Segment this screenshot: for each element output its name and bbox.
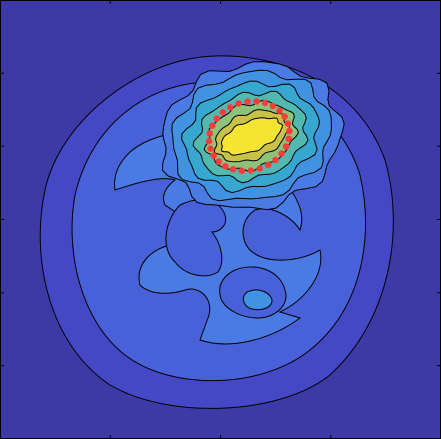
marker-dot xyxy=(261,99,269,107)
marker-dot xyxy=(269,102,277,110)
marker-dot xyxy=(264,161,272,169)
marker-dot xyxy=(281,113,288,120)
marker-dot xyxy=(278,150,285,157)
contour-island-1 xyxy=(165,199,227,277)
marker-dot xyxy=(286,127,293,135)
marker-dot xyxy=(253,98,260,105)
marker-dot xyxy=(285,135,293,143)
marker-dot xyxy=(207,145,214,152)
marker-dot xyxy=(235,100,242,107)
marker-dot xyxy=(244,98,251,105)
marker-dot xyxy=(210,152,217,159)
marker-dot xyxy=(276,107,283,114)
marker-ring xyxy=(205,98,293,175)
marker-dot xyxy=(227,104,234,111)
marker-dot xyxy=(219,109,227,116)
marker-dot xyxy=(256,165,264,172)
marker-dot xyxy=(284,120,292,127)
marker-dot xyxy=(205,137,213,145)
marker-dot xyxy=(215,158,223,165)
marker-dot xyxy=(229,166,237,173)
marker-dot xyxy=(222,162,229,170)
hotspot-contour-7 xyxy=(220,117,283,156)
marker-dot xyxy=(247,167,255,174)
marker-dot xyxy=(209,122,216,129)
marker-dot xyxy=(206,130,213,137)
contour-small-blob xyxy=(242,289,273,311)
hotspot-contours xyxy=(161,61,345,211)
marker-dot xyxy=(238,167,246,175)
marker-dot xyxy=(282,143,290,150)
marker-dot xyxy=(213,115,220,122)
marker-dot xyxy=(272,156,279,164)
